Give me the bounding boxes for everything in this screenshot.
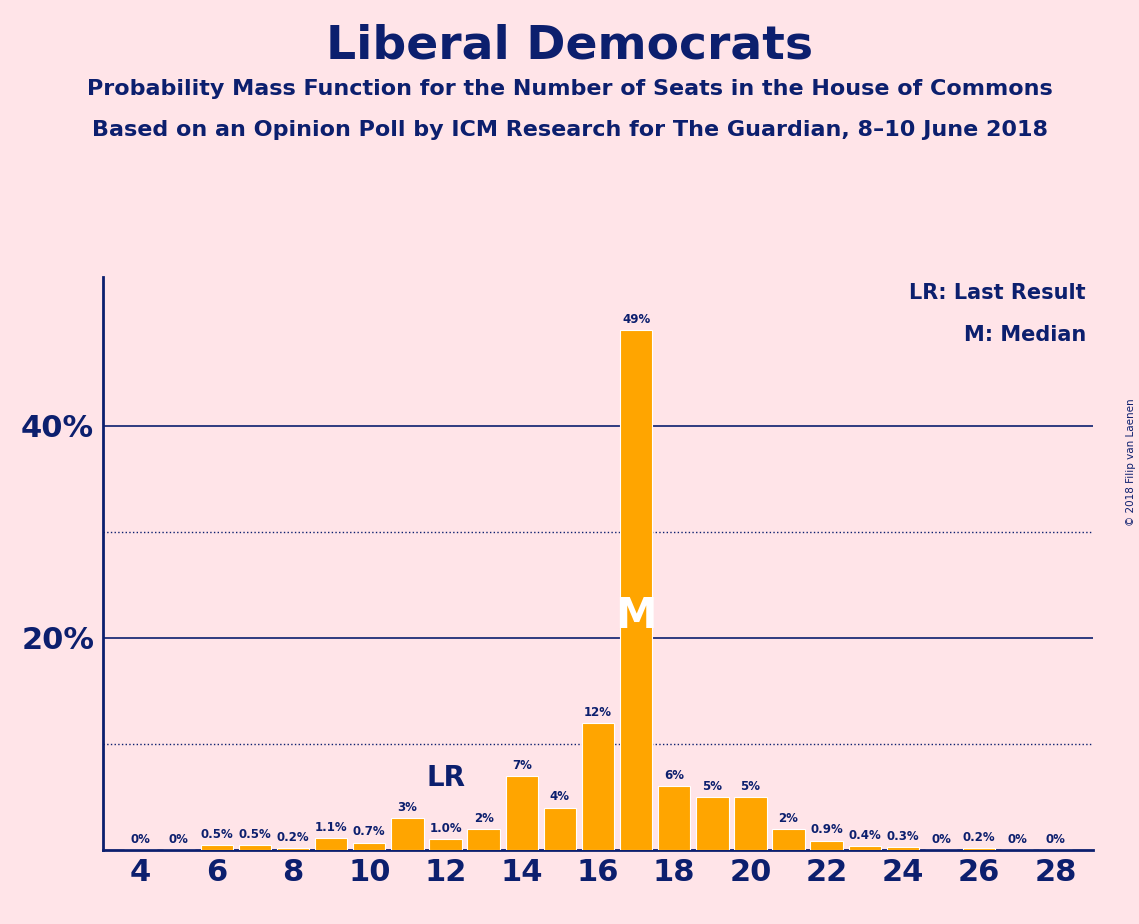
Text: 0.2%: 0.2%	[962, 831, 995, 844]
Text: 12%: 12%	[584, 706, 612, 719]
Text: LR: LR	[426, 764, 465, 792]
Bar	[696, 797, 729, 850]
Text: 0%: 0%	[131, 833, 150, 845]
Bar	[353, 843, 385, 850]
Text: 0.9%: 0.9%	[810, 823, 843, 836]
Bar	[239, 845, 271, 850]
Text: 5%: 5%	[703, 780, 722, 793]
Text: Based on an Opinion Poll by ICM Research for The Guardian, 8–10 June 2018: Based on an Opinion Poll by ICM Research…	[91, 120, 1048, 140]
Text: 0.7%: 0.7%	[353, 825, 386, 838]
Bar	[429, 840, 461, 850]
Bar	[277, 848, 310, 850]
Bar	[811, 841, 843, 850]
Bar	[620, 330, 653, 850]
Bar	[886, 847, 919, 850]
Bar	[316, 838, 347, 850]
Text: M: M	[615, 595, 657, 638]
Text: LR: Last Result: LR: Last Result	[909, 283, 1085, 302]
Text: 0%: 0%	[1046, 833, 1065, 845]
Text: © 2018 Filip van Laenen: © 2018 Filip van Laenen	[1126, 398, 1136, 526]
Text: Liberal Democrats: Liberal Democrats	[326, 23, 813, 68]
Text: 1.0%: 1.0%	[429, 822, 461, 835]
Text: Probability Mass Function for the Number of Seats in the House of Commons: Probability Mass Function for the Number…	[87, 79, 1052, 99]
Text: 0.4%: 0.4%	[849, 829, 882, 842]
Bar	[391, 819, 424, 850]
Text: 0.3%: 0.3%	[886, 830, 919, 843]
Bar	[467, 829, 500, 850]
Text: M: Median: M: Median	[964, 325, 1085, 345]
Text: 5%: 5%	[740, 780, 761, 793]
Text: 0%: 0%	[1007, 833, 1027, 845]
Text: 49%: 49%	[622, 313, 650, 326]
Text: 0.5%: 0.5%	[238, 828, 271, 841]
Bar	[849, 845, 880, 850]
Text: 2%: 2%	[474, 811, 493, 824]
Text: 0.2%: 0.2%	[277, 831, 310, 844]
Text: 6%: 6%	[664, 769, 685, 783]
Bar	[962, 848, 995, 850]
Text: 1.1%: 1.1%	[314, 821, 347, 834]
Bar	[658, 786, 690, 850]
Text: 0%: 0%	[931, 833, 951, 845]
Bar	[543, 808, 576, 850]
Text: 2%: 2%	[779, 811, 798, 824]
Text: 3%: 3%	[398, 801, 417, 814]
Bar	[772, 829, 805, 850]
Bar	[582, 723, 614, 850]
Text: 0.5%: 0.5%	[200, 828, 233, 841]
Bar	[506, 776, 538, 850]
Bar	[735, 797, 767, 850]
Text: 7%: 7%	[511, 759, 532, 772]
Text: 4%: 4%	[550, 790, 570, 803]
Bar	[200, 845, 233, 850]
Text: 0%: 0%	[169, 833, 189, 845]
